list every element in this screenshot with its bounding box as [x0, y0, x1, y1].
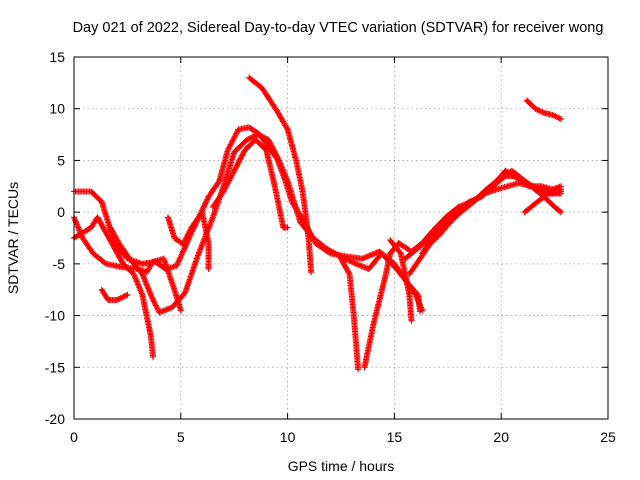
x-tick-label: 20 [493, 429, 509, 445]
data-point [558, 209, 565, 216]
grid [74, 57, 608, 419]
data-point [261, 134, 268, 141]
data-point [117, 295, 124, 302]
x-tick-label: 0 [70, 429, 78, 445]
data-point [308, 269, 315, 276]
data-point [351, 260, 358, 267]
data-point [355, 366, 362, 373]
chart-title: Day 021 of 2022, Sidereal Day-to-day VTE… [73, 20, 604, 36]
data-point [275, 156, 282, 163]
data-point [101, 259, 108, 266]
data-point [201, 201, 208, 208]
series-track-10 [361, 240, 402, 371]
data-point [284, 224, 291, 231]
data-point [113, 297, 120, 304]
y-tick-label: -20 [45, 411, 65, 427]
data-point [246, 135, 253, 142]
x-tick-label: 25 [600, 429, 616, 445]
data-point [350, 259, 357, 266]
series-track-9 [338, 255, 362, 373]
data-point [558, 186, 565, 193]
data-point [177, 307, 184, 314]
data-point [408, 317, 415, 324]
data-point [258, 133, 265, 140]
data-point [343, 256, 350, 263]
data-point [203, 197, 210, 204]
y-tick-label: -10 [45, 308, 65, 324]
data-point [200, 204, 207, 211]
data-point [346, 257, 353, 264]
y-axis-label: SDTVAR / TECUs [5, 182, 21, 294]
data-point [200, 203, 207, 210]
x-tick-label: 10 [280, 429, 296, 445]
data-point [413, 290, 420, 297]
series-track-4 [98, 286, 131, 304]
y-tick-label: -5 [53, 256, 66, 272]
data-point [558, 116, 565, 123]
data-point [215, 179, 222, 186]
y-tick-label: 15 [49, 49, 65, 65]
data-point [544, 191, 551, 198]
data-point [262, 135, 269, 142]
data-point [202, 200, 209, 207]
series-track-6 [164, 209, 212, 273]
data-point [533, 185, 540, 192]
y-tick-label: 0 [57, 204, 65, 220]
y-tick-label: -15 [45, 359, 65, 375]
y-tick-label: 10 [49, 101, 65, 117]
series-track-16 [521, 186, 565, 216]
data-point [248, 134, 255, 141]
data-point [205, 266, 212, 273]
data-point [120, 293, 127, 300]
x-tick-label: 15 [387, 429, 403, 445]
x-tick-label: 5 [177, 429, 185, 445]
data-point [256, 132, 263, 139]
series-track-3 [71, 214, 157, 360]
data-point [116, 295, 123, 302]
series-track-17 [523, 97, 565, 123]
y-tick-labels: 15 10 5 0 -5 -10 -15 -20 [45, 49, 65, 427]
data-point [244, 136, 251, 143]
data-point [345, 269, 352, 276]
series-track-11 [387, 237, 415, 324]
data-point [396, 249, 403, 256]
data-point [254, 131, 261, 138]
series-track-1 [71, 124, 426, 314]
data-point [119, 294, 126, 301]
axis-ticks [73, 56, 609, 420]
data-point [344, 256, 351, 263]
data-points [71, 74, 565, 373]
data-point [150, 353, 157, 360]
data-point [348, 258, 355, 265]
x-tick-labels: 0 5 10 15 20 25 [70, 429, 616, 445]
y-tick-label: 5 [57, 152, 65, 168]
data-point [245, 136, 252, 143]
data-point [260, 134, 267, 141]
data-point [204, 196, 211, 203]
data-point [257, 132, 264, 139]
series-track-7 [209, 136, 291, 231]
data-point [249, 134, 256, 141]
data-point [283, 125, 290, 132]
series-track-8 [246, 74, 315, 276]
x-axis-label: GPS time / hours [288, 458, 395, 474]
series-track-5 [107, 131, 424, 316]
data-point [250, 133, 257, 140]
data-point [347, 258, 354, 265]
data-point [417, 308, 424, 315]
data-point [115, 296, 122, 303]
plot-frame [73, 56, 609, 420]
data-point [556, 208, 563, 215]
data-point [124, 291, 131, 298]
data-point [123, 292, 130, 299]
data-point [121, 293, 128, 300]
data-point [202, 199, 209, 206]
